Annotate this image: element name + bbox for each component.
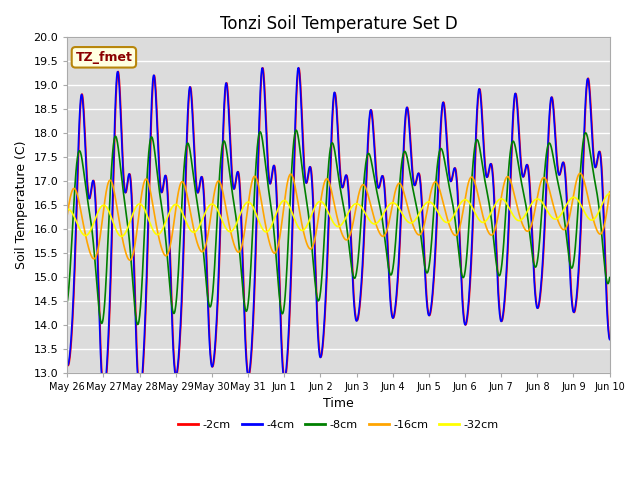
-2cm <box>245 372 253 378</box>
-16cm <box>184 198 192 204</box>
-8cm <box>494 271 502 276</box>
-8cm <box>292 127 300 133</box>
-8cm <box>172 307 179 313</box>
-32cm <box>541 205 549 211</box>
-2cm <box>63 361 71 367</box>
-16cm <box>606 189 614 195</box>
Title: Tonzi Soil Temperature Set D: Tonzi Soil Temperature Set D <box>220 15 458 33</box>
-16cm <box>126 257 134 263</box>
-4cm <box>172 371 179 377</box>
-4cm <box>63 362 71 368</box>
-16cm <box>245 196 253 202</box>
-32cm <box>63 206 71 212</box>
-32cm <box>245 199 253 205</box>
-4cm <box>542 189 550 194</box>
-8cm <box>245 292 253 298</box>
-32cm <box>172 202 179 207</box>
-2cm <box>424 300 431 306</box>
-4cm <box>494 289 502 295</box>
-4cm <box>424 305 431 311</box>
-32cm <box>423 200 431 205</box>
-32cm <box>606 191 614 196</box>
-8cm <box>424 270 431 276</box>
-2cm <box>136 391 144 396</box>
-8cm <box>134 322 141 327</box>
-16cm <box>63 212 71 217</box>
Text: TZ_fmet: TZ_fmet <box>76 51 132 64</box>
-4cm <box>606 336 614 342</box>
Y-axis label: Soil Temperature (C): Soil Temperature (C) <box>15 141 28 269</box>
-16cm <box>494 215 502 221</box>
Legend: -2cm, -4cm, -8cm, -16cm, -32cm: -2cm, -4cm, -8cm, -16cm, -32cm <box>173 415 504 434</box>
-2cm <box>172 368 179 373</box>
-2cm <box>542 200 550 206</box>
-8cm <box>542 155 550 161</box>
-8cm <box>606 275 614 280</box>
-32cm <box>118 233 125 239</box>
-8cm <box>184 141 192 146</box>
-4cm <box>294 65 302 71</box>
-4cm <box>184 98 192 104</box>
-4cm <box>136 391 143 396</box>
-2cm <box>494 280 502 286</box>
Line: -32cm: -32cm <box>67 193 610 236</box>
-32cm <box>494 198 502 204</box>
-2cm <box>606 336 614 341</box>
-16cm <box>541 176 549 182</box>
-16cm <box>423 210 431 216</box>
Line: -8cm: -8cm <box>67 130 610 324</box>
-4cm <box>245 371 253 377</box>
X-axis label: Time: Time <box>323 397 354 410</box>
Line: -4cm: -4cm <box>67 68 610 394</box>
-16cm <box>577 170 584 176</box>
-2cm <box>259 65 267 71</box>
-32cm <box>184 224 192 229</box>
-2cm <box>184 107 192 113</box>
-16cm <box>172 211 179 216</box>
Line: -16cm: -16cm <box>67 173 610 260</box>
Line: -2cm: -2cm <box>67 68 610 394</box>
-8cm <box>63 299 71 304</box>
